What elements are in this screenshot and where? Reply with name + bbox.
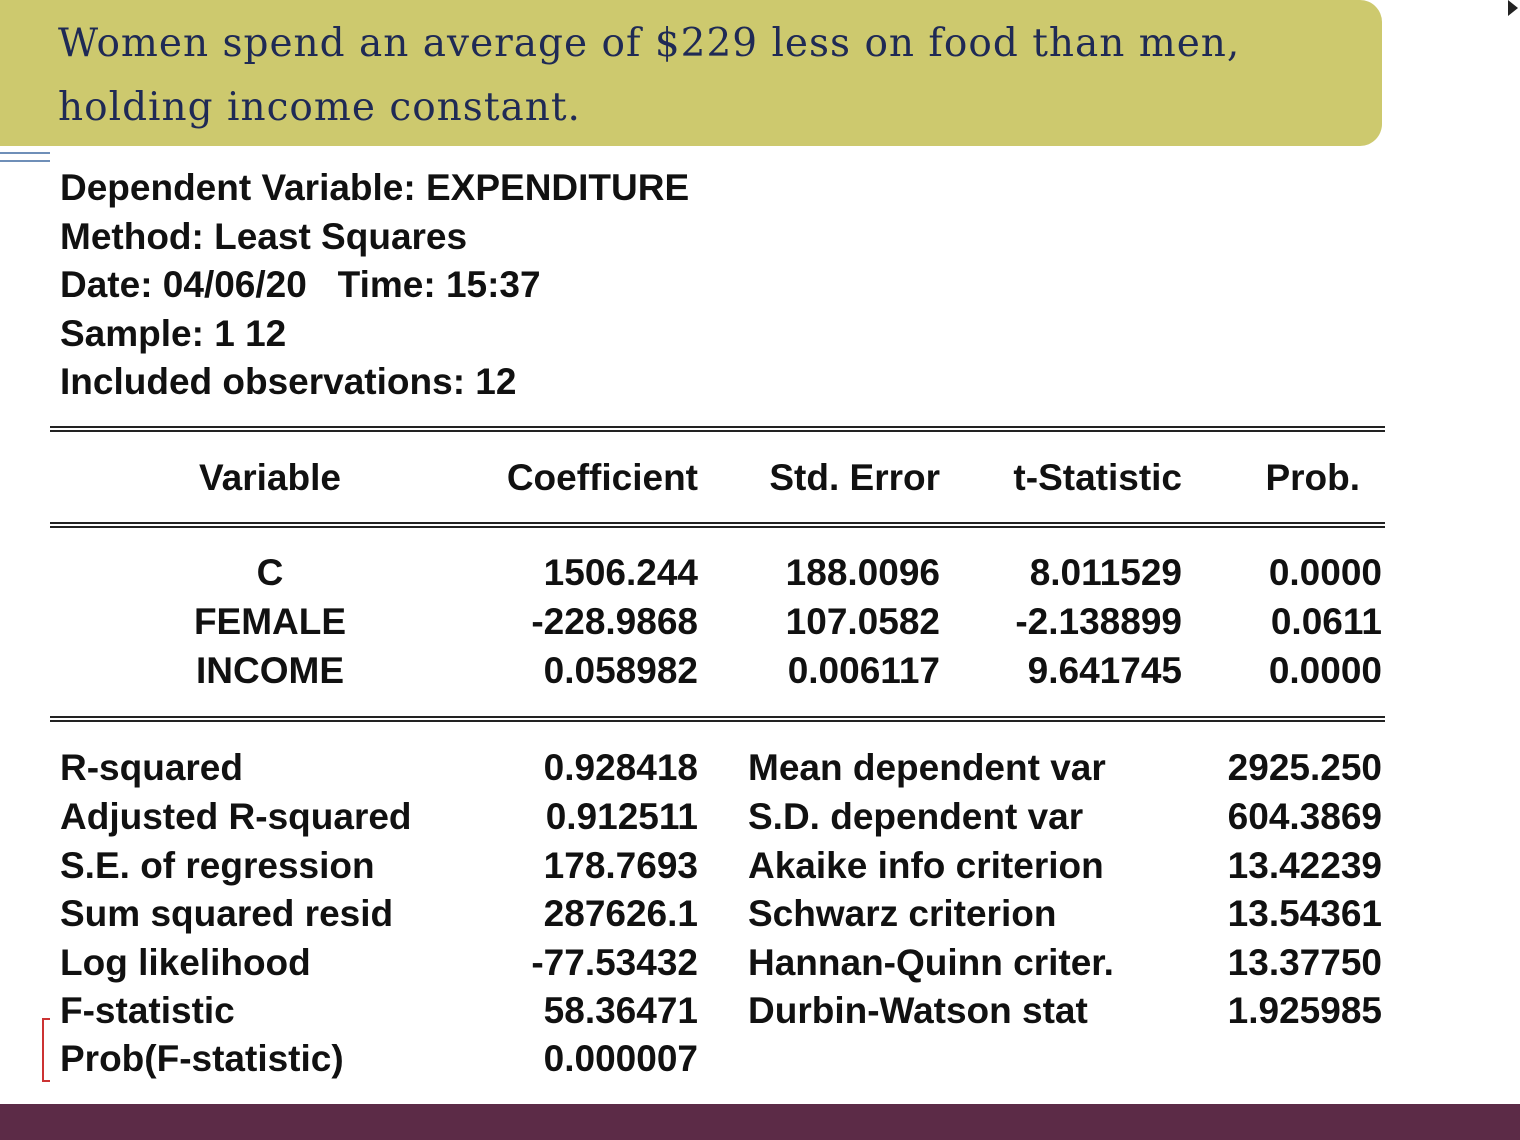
header-date-time: Date: 04/06/20 Time: 15:37: [60, 264, 541, 305]
header-observations: Included observations: 12: [60, 361, 517, 402]
col-header-prob: Prob.: [1265, 457, 1360, 498]
stat-value: 178.7693: [543, 845, 698, 886]
table-rule-bottom: [50, 716, 1385, 722]
header-method: Method: Least Squares: [60, 215, 468, 257]
stat-label: S.E. of regression: [60, 845, 375, 886]
stat-label: R-squared: [60, 747, 243, 788]
stat-value: 0.928418: [543, 747, 698, 788]
corner-arrow-icon: [1508, 0, 1518, 16]
stat-label: F-statistic: [60, 990, 235, 1031]
table-rule-header: [50, 522, 1385, 528]
stat-value: 13.37750: [1227, 942, 1382, 983]
col-header-coefficient: Coefficient: [506, 457, 698, 498]
row-t-statistic: 9.641745: [1027, 650, 1182, 691]
stat-value: 0.000007: [543, 1038, 698, 1079]
row-std-error: 188.0096: [785, 552, 940, 593]
row-std-error: 0.006117: [787, 650, 940, 691]
row-variable: INCOME: [196, 650, 344, 691]
row-prob: 0.0000: [1268, 650, 1382, 691]
title-banner: Women spend an average of $229 less on f…: [0, 0, 1382, 146]
row-coefficient: 1506.244: [543, 552, 698, 593]
stat-label: Durbin-Watson stat: [748, 990, 1088, 1031]
header-dependent-variable: Dependent Variable: EXPENDITURE: [60, 167, 690, 208]
stat-value: 13.42239: [1227, 845, 1382, 886]
table-rule-top: [50, 426, 1385, 432]
stat-label: Log likelihood: [60, 942, 311, 983]
stat-label: Prob(F-statistic): [60, 1038, 344, 1079]
stat-value: 58.36471: [543, 990, 698, 1031]
stat-value: 0.912511: [545, 796, 698, 837]
row-std-error: 107.0582: [785, 601, 940, 642]
stat-label: Akaike info criterion: [748, 845, 1104, 886]
regression-output-panel: Dependent Variable: EXPENDITURE Method: …: [50, 146, 1420, 1103]
row-t-statistic: -2.138899: [1015, 601, 1182, 642]
stat-value: -77.53432: [531, 942, 698, 983]
row-variable: FEMALE: [193, 601, 347, 642]
col-header-std-error: Std. Error: [769, 457, 940, 498]
stat-value: 604.3869: [1227, 796, 1382, 837]
row-variable: C: [256, 552, 284, 593]
row-coefficient: -228.9868: [531, 601, 698, 642]
footer-bar: [0, 1104, 1520, 1140]
output-header: Dependent Variable: EXPENDITURE Method: …: [60, 164, 689, 407]
stat-value: 13.54361: [1227, 893, 1382, 934]
stat-value: 2925.250: [1227, 747, 1382, 788]
banner-text: Women spend an average of $229 less on f…: [58, 21, 1241, 130]
accent-line-top: [0, 152, 50, 154]
stat-label: S.D. dependent var: [748, 796, 1084, 837]
stat-label: Mean dependent var: [748, 747, 1106, 788]
selection-marker: [42, 1018, 50, 1082]
stat-value: 1.925985: [1227, 990, 1382, 1031]
stat-label: Schwarz criterion: [748, 893, 1057, 934]
header-sample: Sample: 1 12: [60, 312, 287, 354]
col-header-variable: Variable: [199, 457, 341, 498]
row-t-statistic: 8.011529: [1029, 552, 1182, 593]
stat-label: Adjusted R-squared: [60, 796, 412, 837]
col-header-t-statistic: t-Statistic: [1013, 457, 1182, 498]
row-prob: 0.0611: [1270, 601, 1382, 642]
stat-value: 287626.1: [543, 893, 698, 934]
stat-label: Hannan-Quinn criter.: [748, 942, 1114, 983]
accent-line-bottom: [0, 160, 50, 162]
row-coefficient: 0.058982: [543, 650, 698, 691]
row-prob: 0.0000: [1268, 552, 1382, 593]
stat-label: Sum squared resid: [60, 893, 394, 934]
